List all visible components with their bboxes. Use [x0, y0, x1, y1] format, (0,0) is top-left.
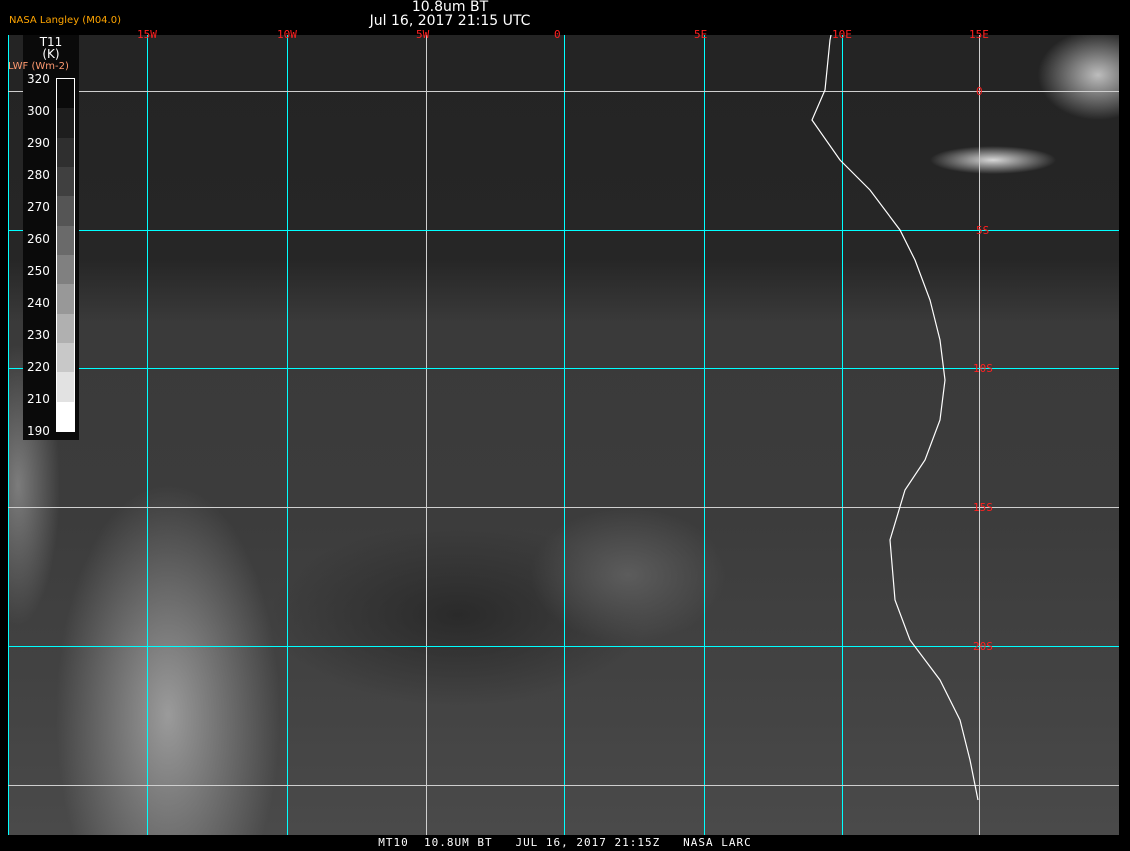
colorbar-tick: 220	[27, 360, 50, 374]
colorbar-tick: 190	[27, 424, 50, 438]
colorbar-band	[57, 108, 74, 138]
colorbar-band	[57, 401, 74, 431]
latitude-label: 20S	[973, 640, 993, 653]
colorbar-legend: T11 (K) 320 300 290 280 270 260 250 240 230 220 21…	[23, 35, 79, 440]
longitude-label: 10E	[832, 28, 852, 41]
colorbar-variable: T11	[39, 35, 63, 49]
coastline	[811, 35, 979, 801]
longitude-label: 10W	[277, 28, 297, 41]
colorbar-alt-label: LWF (Wm-2)	[8, 61, 69, 72]
latitude-label: 10S	[973, 362, 993, 375]
colorbar-unit: (K)	[42, 47, 60, 61]
colorbar-band	[57, 196, 74, 226]
colorbar-tick: 300	[27, 104, 50, 118]
colorbar-tick: 280	[27, 168, 50, 182]
longitude-label: 15E	[969, 28, 989, 41]
longitude-label: 0	[554, 28, 561, 41]
credit-label: NASA Langley (M04.0)	[9, 15, 121, 26]
longitude-label: 5W	[416, 28, 430, 41]
colorbar-band	[57, 254, 74, 285]
map-overlay	[8, 35, 1119, 835]
colorbar-tick: 240	[27, 296, 50, 310]
colorbar-tick: 320	[27, 72, 50, 86]
longitude-label: 15W	[137, 28, 157, 41]
latitude-label: 5S	[976, 224, 990, 237]
colorbar-band	[57, 137, 74, 167]
graticule	[8, 35, 1119, 835]
latitude-label: 0	[976, 85, 983, 98]
colorbar-tick: 270	[27, 200, 50, 214]
colorbar-band	[57, 342, 74, 373]
colorbar-tick: 290	[27, 136, 50, 150]
latitude-label: 15S	[973, 501, 993, 514]
colorbar-band	[57, 372, 74, 402]
satellite-image	[8, 35, 1119, 835]
longitude-label: 5E	[694, 28, 708, 41]
colorbar-tick: 210	[27, 392, 50, 406]
colorbar-scale	[56, 78, 75, 432]
colorbar-tick: 250	[27, 264, 50, 278]
colorbar-band	[57, 166, 74, 197]
colorbar-band	[57, 225, 74, 255]
datetime-title: Jul 16, 2017 21:15 UTC	[369, 13, 531, 29]
colorbar-band	[57, 79, 74, 109]
colorbar-band	[57, 313, 74, 343]
colorbar-tick: 260	[27, 232, 50, 246]
product-title: 10.8um BT	[411, 0, 489, 15]
colorbar-tick: 230	[27, 328, 50, 342]
colorbar-band	[57, 284, 74, 314]
footer-caption: MT10 10.8UM BT JUL 16, 2017 21:15Z NASA …	[0, 835, 1130, 850]
